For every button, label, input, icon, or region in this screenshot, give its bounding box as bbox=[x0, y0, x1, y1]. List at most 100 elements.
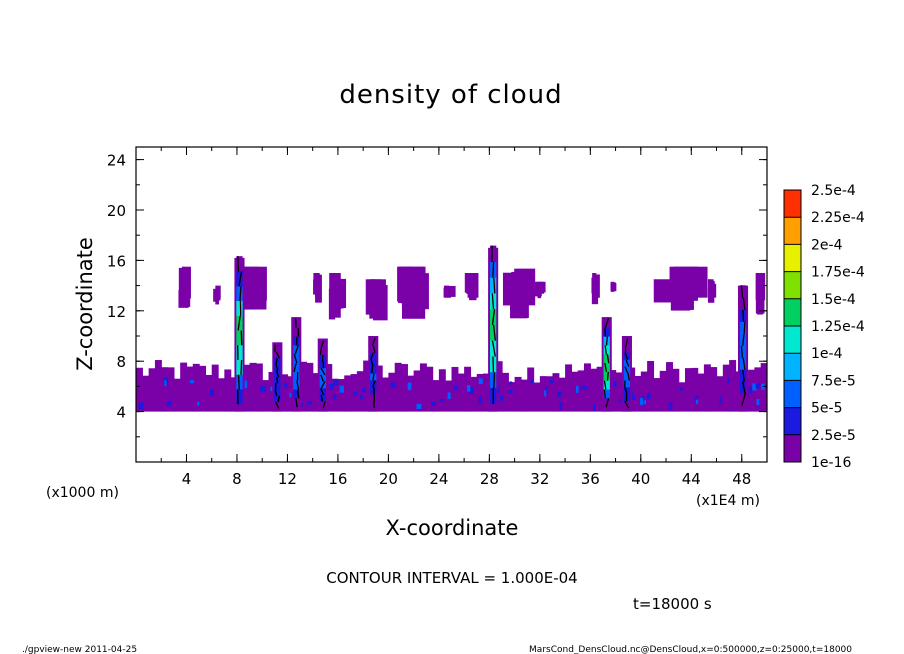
low-cloud-cell bbox=[300, 361, 308, 412]
low-cloud-cell bbox=[224, 369, 232, 412]
tower-contour-line bbox=[275, 369, 280, 378]
low-cloud-speckle bbox=[261, 385, 267, 393]
tower-core-cell bbox=[623, 379, 631, 388]
tower-contour-line bbox=[238, 270, 243, 287]
tower-contour-line bbox=[294, 344, 300, 355]
low-cloud-cell bbox=[167, 367, 175, 412]
convective-tower bbox=[488, 245, 499, 412]
tower-contour-line bbox=[293, 362, 297, 373]
low-cloud-cell bbox=[590, 368, 598, 412]
tower-contour-line bbox=[372, 344, 376, 353]
low-cloud-speckle bbox=[416, 403, 422, 409]
tower-contour-line bbox=[606, 371, 610, 381]
y-tick-label: 20 bbox=[107, 202, 126, 220]
tower-contour-line bbox=[372, 372, 375, 381]
tower-contour-line bbox=[237, 256, 240, 272]
y-tick-label: 4 bbox=[116, 404, 126, 422]
tower-core-cell bbox=[274, 388, 281, 396]
colorbar-label: 5e-5 bbox=[811, 401, 842, 417]
upper-cloud-cell bbox=[756, 278, 765, 314]
colorbar-label: 1e-4 bbox=[811, 346, 843, 362]
upper-cloud-cell bbox=[329, 278, 340, 312]
low-cloud-cell bbox=[470, 376, 478, 412]
low-cloud-cell bbox=[375, 365, 383, 412]
tower-contour-line bbox=[276, 376, 279, 384]
low-cloud-cell bbox=[249, 362, 257, 412]
tower-core-cell bbox=[274, 344, 281, 352]
y-axis-label: Z-coordinate bbox=[73, 237, 97, 371]
low-cloud-cell bbox=[356, 371, 364, 412]
tower-core-cell bbox=[293, 380, 300, 390]
upper-cloud-cell bbox=[215, 285, 221, 299]
tower-core-cell bbox=[293, 327, 300, 337]
low-cloud-cell bbox=[584, 363, 591, 412]
upper-cloud-cell bbox=[709, 280, 714, 301]
low-cloud-speckle bbox=[244, 380, 248, 389]
colorbar-swatch bbox=[784, 244, 801, 272]
low-cloud-speckle bbox=[329, 383, 334, 390]
x-unit-right: (x1E4 m) bbox=[696, 493, 760, 509]
low-cloud-cell bbox=[154, 360, 162, 412]
low-cloud-speckle bbox=[580, 386, 584, 390]
upper-cloud-cell bbox=[443, 288, 450, 298]
y-axis-ticks: 4 8 12 16 20 24 bbox=[107, 152, 767, 463]
tower-contour-line bbox=[493, 277, 496, 294]
tower-contour-line bbox=[624, 351, 629, 360]
tower-contour-line bbox=[740, 285, 744, 298]
convective-tower bbox=[737, 285, 749, 412]
convective-tower bbox=[272, 342, 283, 412]
low-cloud-speckle bbox=[509, 381, 513, 385]
x-tick-label: 20 bbox=[379, 470, 398, 488]
colorbar-swatch bbox=[784, 271, 801, 299]
tower-contour-line bbox=[742, 380, 746, 394]
tower-core-cell bbox=[319, 400, 326, 409]
tower-contour-line bbox=[240, 329, 243, 346]
upper-cloud-cell bbox=[213, 292, 221, 301]
low-cloud-cell bbox=[684, 368, 692, 412]
low-cloud-speckle bbox=[755, 383, 760, 389]
low-cloud-speckle bbox=[447, 392, 451, 399]
tower-contour-line bbox=[295, 397, 298, 408]
tower-core-cell bbox=[489, 371, 497, 388]
colorbar-swatch bbox=[784, 434, 801, 462]
tower-contour-line bbox=[239, 285, 242, 302]
tower-core-cell bbox=[236, 388, 243, 405]
colorbar-label: 2.5e-5 bbox=[811, 428, 856, 444]
low-cloud-speckle bbox=[138, 402, 144, 410]
low-cloud-cell bbox=[666, 362, 673, 412]
tower-core-cell bbox=[236, 285, 243, 302]
tower-contour-line bbox=[625, 338, 629, 346]
low-cloud-speckle bbox=[469, 387, 474, 394]
upper-cloud-cell bbox=[670, 291, 691, 311]
tower-core-cell bbox=[319, 394, 326, 402]
upper-cloud-cell bbox=[245, 277, 264, 301]
tower-core-cell bbox=[603, 380, 610, 390]
low-cloud-speckle bbox=[307, 401, 312, 405]
low-cloud-speckle bbox=[353, 392, 358, 396]
plot-frame bbox=[135, 146, 768, 463]
low-cloud-speckle bbox=[407, 382, 412, 391]
tower-contour-line bbox=[492, 324, 497, 341]
low-cloud-speckle bbox=[630, 395, 635, 401]
low-cloud-speckle bbox=[478, 378, 483, 385]
low-cloud-speckle bbox=[544, 390, 547, 397]
convective-tower bbox=[234, 256, 245, 412]
low-cloud-cell bbox=[432, 380, 440, 412]
convective-tower bbox=[368, 336, 379, 412]
low-cloud-cell bbox=[672, 368, 680, 412]
low-cloud-speckle bbox=[695, 395, 698, 402]
tower-contour-line bbox=[742, 333, 745, 346]
low-cloud-speckle bbox=[719, 396, 722, 405]
low-cloud-cell bbox=[722, 364, 730, 412]
low-cloud-speckle bbox=[390, 382, 396, 388]
low-cloud-cell bbox=[243, 364, 251, 412]
x-tick-label: 8 bbox=[232, 470, 242, 488]
low-cloud-speckle bbox=[756, 399, 760, 405]
upper-cloud-cell bbox=[369, 279, 381, 306]
low-cloud-speckle bbox=[284, 382, 288, 389]
tower-contour-line bbox=[240, 359, 243, 375]
low-cloud-speckle bbox=[500, 395, 504, 401]
x-tick-label: 48 bbox=[732, 470, 751, 488]
low-cloud-speckle bbox=[362, 387, 366, 393]
colorbar: 1e-16 2.5e-5 5e-5 7.5e-5 1e-4 1.25e-4 1.5e-4 1.… bbox=[783, 183, 865, 471]
